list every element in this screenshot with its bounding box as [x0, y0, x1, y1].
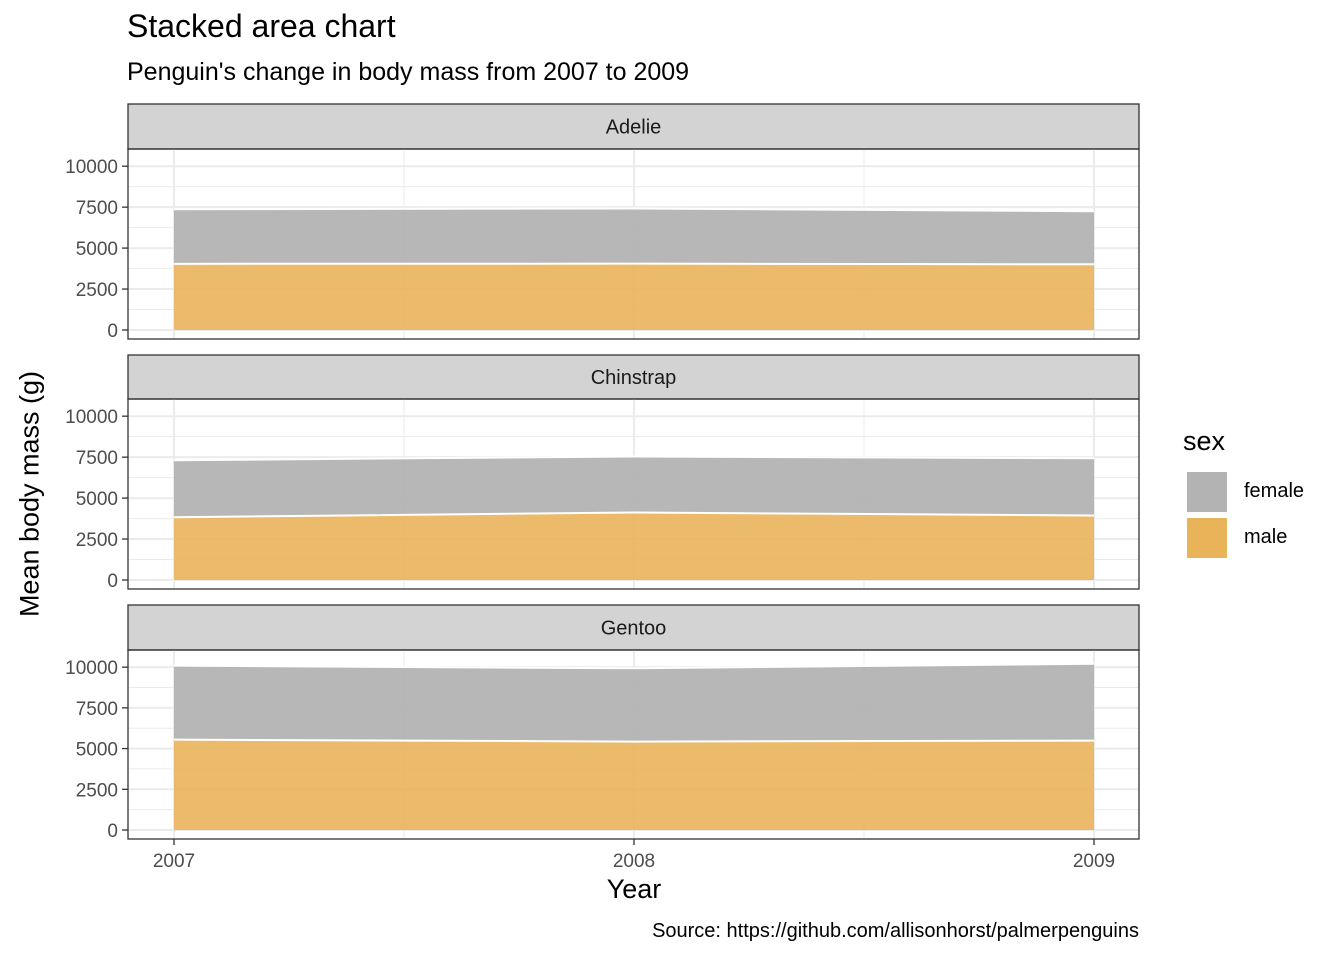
legend-key-female — [1187, 472, 1227, 512]
facet-strip-label: Adelie — [606, 117, 662, 139]
facet-strip-label: Chinstrap — [591, 367, 677, 389]
chart-subtitle: Penguin's change in body mass from 2007 … — [127, 58, 690, 86]
area-male — [174, 263, 1094, 330]
y-tick-label: 2500 — [76, 530, 118, 551]
y-tick-label: 10000 — [65, 658, 118, 679]
y-tick-label: 7500 — [76, 699, 118, 720]
source-caption: Source: https://github.com/allisonhorst/… — [652, 920, 1139, 942]
panel-border — [127, 148, 1140, 340]
legend-title: sex — [1183, 426, 1226, 456]
y-tick-label: 5000 — [76, 489, 118, 510]
facet-panel-chinstrap: Chinstrap 0 2500 5000 7500 10000 — [65, 354, 1140, 592]
area-female — [174, 663, 1094, 742]
facet-strip-label: Gentoo — [601, 618, 667, 640]
y-tick-label: 5000 — [76, 239, 118, 260]
y-tick-label: 0 — [107, 571, 118, 592]
y-tick-label: 2500 — [76, 280, 118, 301]
area-male — [174, 512, 1094, 580]
y-axis-label: Mean body mass (g) — [14, 370, 45, 618]
y-tick-label: 5000 — [76, 740, 118, 761]
male-boundary-line — [173, 262, 1095, 266]
y-tick-label: 10000 — [65, 407, 118, 428]
legend-item-female: female — [1187, 472, 1344, 512]
area-female — [174, 456, 1094, 518]
facet-panel-gentoo: Gentoo 0 2500 5000 7500 10000 — [65, 604, 1140, 842]
female-boundary-line — [173, 455, 1095, 462]
area-male — [174, 739, 1094, 830]
panel-border — [127, 398, 1140, 590]
male-boundary-line — [173, 511, 1095, 519]
female-boundary-line — [173, 662, 1095, 670]
y-tick-label: 0 — [107, 821, 118, 842]
chart-title: Stacked area chart — [127, 8, 396, 44]
y-tick-label: 7500 — [76, 448, 118, 469]
x-tick-label: 2009 — [1073, 851, 1115, 872]
y-tick-label: 0 — [107, 321, 118, 342]
area-female — [174, 208, 1094, 265]
x-tick-label: 2007 — [153, 851, 195, 872]
legend-key-male — [1187, 518, 1227, 558]
female-boundary-line — [173, 207, 1095, 213]
y-tick-label: 2500 — [76, 780, 118, 801]
facet-panel-adelie: Adelie 0 2500 5000 7500 10000 — [65, 103, 1140, 342]
y-tick-label: 10000 — [65, 157, 118, 178]
y-tick-label: 7500 — [76, 198, 118, 219]
x-tick-label: 2008 — [613, 851, 655, 872]
facet-strip — [127, 354, 1140, 400]
legend-item-male: male — [1187, 518, 1344, 558]
facet-strip — [127, 604, 1140, 651]
legend-label-female: female — [1244, 480, 1305, 502]
legend-label-male: male — [1244, 526, 1288, 548]
male-boundary-line — [173, 738, 1095, 743]
x-axis-label: Year — [606, 874, 662, 904]
